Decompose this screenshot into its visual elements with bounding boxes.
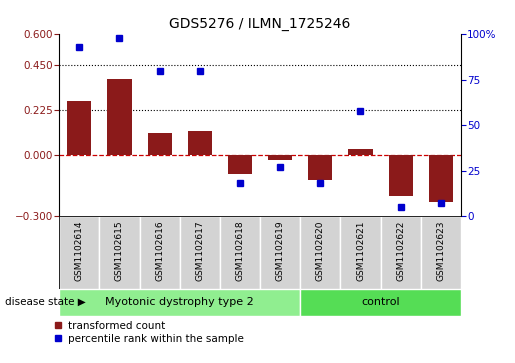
Bar — [148, 133, 171, 155]
Bar — [260, 216, 300, 289]
Bar — [59, 216, 99, 289]
Bar — [188, 131, 212, 155]
Text: GSM1102616: GSM1102616 — [155, 220, 164, 281]
Bar — [308, 155, 332, 180]
Text: control: control — [362, 297, 400, 307]
Text: GSM1102619: GSM1102619 — [276, 220, 285, 281]
Bar — [429, 155, 453, 202]
Bar — [381, 216, 421, 289]
Text: GSM1102614: GSM1102614 — [75, 221, 84, 281]
Bar — [349, 150, 372, 155]
Text: GSM1102623: GSM1102623 — [436, 221, 445, 281]
Bar — [180, 216, 220, 289]
Bar — [300, 289, 461, 316]
Bar — [99, 216, 140, 289]
Text: GSM1102618: GSM1102618 — [235, 220, 245, 281]
Bar — [389, 155, 413, 196]
Text: GSM1102622: GSM1102622 — [396, 221, 405, 281]
Bar — [268, 155, 292, 159]
Bar — [220, 216, 260, 289]
Text: Myotonic dystrophy type 2: Myotonic dystrophy type 2 — [106, 297, 254, 307]
Text: GSM1102617: GSM1102617 — [195, 220, 204, 281]
Bar — [340, 216, 381, 289]
Bar — [228, 155, 252, 174]
Bar — [421, 216, 461, 289]
Text: disease state ▶: disease state ▶ — [5, 297, 86, 307]
Text: GSM1102615: GSM1102615 — [115, 220, 124, 281]
Title: GDS5276 / ILMN_1725246: GDS5276 / ILMN_1725246 — [169, 17, 351, 31]
Legend: transformed count, percentile rank within the sample: transformed count, percentile rank withi… — [54, 321, 244, 344]
Bar — [59, 289, 300, 316]
Bar — [67, 101, 91, 155]
Text: GSM1102621: GSM1102621 — [356, 221, 365, 281]
Bar — [108, 79, 131, 155]
Text: GSM1102620: GSM1102620 — [316, 221, 325, 281]
Bar — [300, 216, 340, 289]
Bar — [140, 216, 180, 289]
